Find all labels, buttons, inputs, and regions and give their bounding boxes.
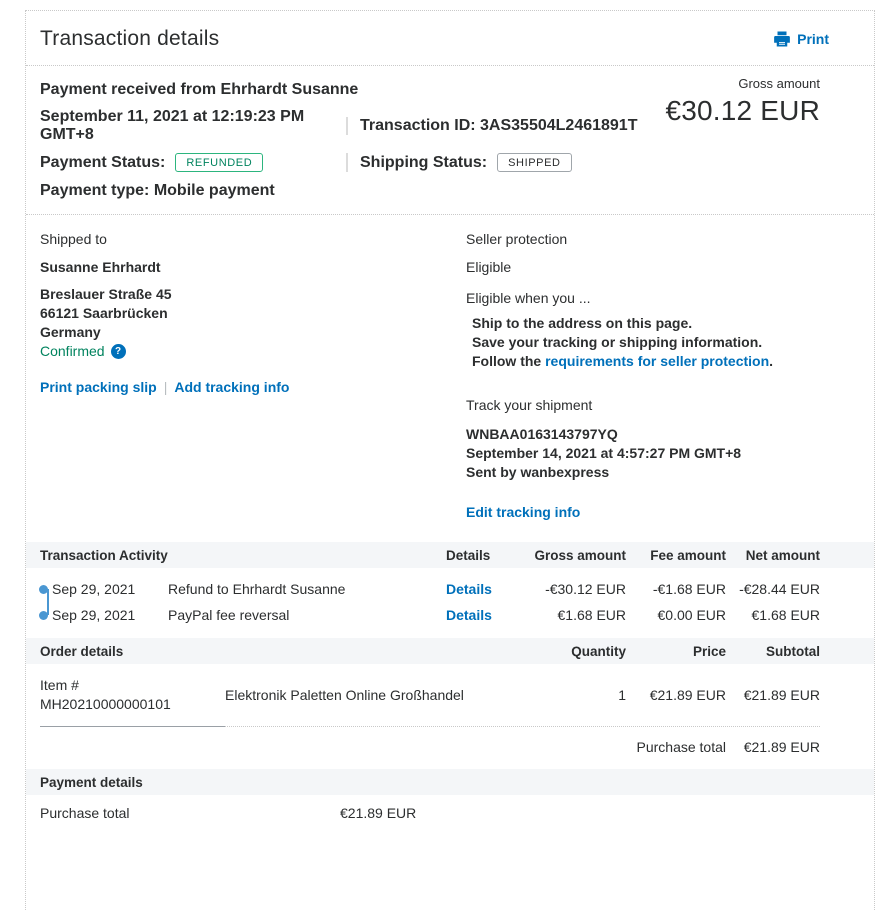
- activity-description: Refund to Ehrhardt Susanne: [168, 581, 346, 597]
- shipping-protection-section: Shipped to Susanne Ehrhardt Breslauer St…: [26, 215, 874, 542]
- condition-line: Save your tracking or shipping informati…: [472, 334, 763, 350]
- item-name: Elektronik Paletten Online Großhandel: [225, 687, 464, 703]
- timeline-dot-icon: [39, 584, 48, 594]
- seller-protection-heading: Seller protection: [466, 231, 568, 247]
- transaction-activity-header: Transaction Activity Details Gross amoun…: [26, 542, 874, 568]
- address-line: Germany: [40, 324, 101, 340]
- print-packing-slip-link[interactable]: Print packing slip: [40, 379, 157, 395]
- order-body: Item # MH20210000000101 Elektronik Palet…: [26, 664, 874, 769]
- address-line: Breslauer Straße 45: [40, 286, 172, 302]
- gross-amount-box: Gross amount €30.12 EUR: [665, 76, 820, 127]
- edit-tracking-info-link[interactable]: Edit tracking info: [466, 504, 581, 520]
- activity-heading: Transaction Activity: [40, 547, 168, 563]
- col-header-fee: Fee amount: [650, 547, 726, 563]
- purchase-total-row: Purchase total €21.89 EUR: [40, 727, 821, 769]
- tracking-number: WNBAA0163143797YQ: [466, 426, 618, 442]
- card-header: Transaction details Print: [26, 11, 874, 66]
- condition-line: Ship to the address on this page.: [472, 315, 693, 331]
- timeline-line: [47, 589, 49, 615]
- purchase-total-value: €21.89 EUR: [743, 739, 820, 755]
- shipping-status-badge: SHIPPED: [497, 153, 572, 172]
- shipping-status-label: Shipping Status:: [360, 153, 488, 171]
- activity-gross: -€30.12 EUR: [545, 581, 626, 597]
- recipient-name: Susanne Ehrhardt: [40, 259, 161, 275]
- item-number: MH20210000000101: [40, 696, 171, 712]
- tracking-date: September 14, 2021 at 4:57:27 PM GMT+8: [466, 445, 742, 461]
- order-details-header: Order details Quantity Price Subtotal: [26, 638, 874, 664]
- item-subtotal: €21.89 EUR: [743, 687, 820, 703]
- col-header-subtotal: Subtotal: [766, 643, 820, 659]
- activity-net: -€28.44 EUR: [739, 581, 820, 597]
- shipped-to-column: Shipped to Susanne Ehrhardt Breslauer St…: [40, 231, 466, 522]
- transaction-details-card: Transaction details Print Payment receiv…: [25, 10, 875, 910]
- item-number-cell: Item # MH20210000000101: [40, 676, 225, 727]
- details-link[interactable]: Details: [446, 607, 492, 623]
- timeline-dot-icon: [39, 610, 48, 620]
- payment-date: September 11, 2021 at 12:19:23 PM GMT+8: [40, 108, 305, 143]
- order-heading: Order details: [40, 643, 124, 659]
- separator: [26, 214, 874, 215]
- requirements-link[interactable]: requirements for seller protection: [545, 353, 770, 369]
- seller-protection-status: Eligible: [466, 259, 512, 275]
- order-item-row: Item # MH20210000000101 Elektronik Palet…: [40, 664, 820, 727]
- activity-gross: €1.68 EUR: [557, 607, 626, 623]
- activity-rows: Sep 29, 2021 Refund to Ehrhardt Susanne …: [26, 568, 874, 638]
- activity-net: €1.68 EUR: [751, 607, 820, 623]
- track-shipment-heading: Track your shipment: [466, 397, 593, 413]
- col-header-net: Net amount: [745, 547, 820, 563]
- divider: |: [163, 379, 168, 395]
- col-header-quantity: Quantity: [571, 643, 626, 659]
- col-header-details: Details: [446, 547, 491, 563]
- activity-row: Sep 29, 2021 PayPal fee reversal Details…: [39, 602, 820, 628]
- eligible-when-heading: Eligible when you ...: [466, 290, 591, 306]
- payment-details-header: Payment details: [26, 769, 874, 795]
- address-line: 66121 Saarbrücken: [40, 305, 168, 321]
- gross-amount-label: Gross amount: [738, 76, 820, 91]
- seller-protection-column: Seller protection Eligible Eligible when…: [466, 231, 820, 522]
- address-confirmed-label: Confirmed: [40, 343, 105, 359]
- activity-fee: -€1.68 EUR: [652, 581, 726, 597]
- add-tracking-info-link[interactable]: Add tracking info: [174, 379, 290, 395]
- follow-prefix: Follow the: [472, 353, 546, 369]
- activity-date: Sep 29, 2021: [52, 581, 136, 597]
- payment-status-badge: REFUNDED: [175, 153, 264, 172]
- col-header-price: Price: [692, 643, 726, 659]
- help-question-icon[interactable]: ?: [110, 343, 126, 359]
- activity-row: Sep 29, 2021 Refund to Ehrhardt Susanne …: [39, 576, 820, 602]
- item-price: €21.89 EUR: [649, 687, 726, 703]
- activity-fee: €0.00 EUR: [657, 607, 726, 623]
- payment-details-row: Purchase total €21.89 EUR: [26, 795, 874, 821]
- activity-date: Sep 29, 2021: [52, 607, 136, 623]
- payment-row-label: Purchase total: [40, 805, 130, 821]
- print-button[interactable]: Print: [773, 30, 829, 48]
- payment-summary: Payment received from Ehrhardt Susanne S…: [26, 66, 874, 214]
- payment-details-heading: Payment details: [40, 774, 143, 790]
- print-label: Print: [797, 31, 829, 47]
- col-header-gross: Gross amount: [534, 547, 626, 563]
- page-title: Transaction details: [40, 27, 220, 50]
- payment-type: Payment type: Mobile payment: [40, 181, 275, 199]
- shipped-to-heading: Shipped to: [40, 231, 107, 247]
- payment-row-value: €21.89 EUR: [340, 805, 417, 821]
- purchase-total-label: Purchase total: [636, 739, 727, 755]
- printer-icon: [773, 30, 791, 48]
- transaction-id: Transaction ID: 3AS35504L2461891T: [360, 117, 638, 134]
- payment-received-from: Payment received from Ehrhardt Susanne: [40, 80, 359, 98]
- details-link[interactable]: Details: [446, 581, 492, 597]
- item-quantity: 1: [618, 687, 626, 703]
- gross-amount-value: €30.12 EUR: [665, 95, 820, 126]
- follow-suffix: .: [769, 353, 774, 369]
- tracking-carrier: Sent by wanbexpress: [466, 464, 610, 480]
- item-number-label: Item #: [40, 677, 79, 693]
- payment-status-label: Payment Status:: [40, 153, 166, 171]
- condition-line: Follow the requirements for seller prote…: [466, 352, 820, 371]
- activity-description: PayPal fee reversal: [168, 607, 290, 623]
